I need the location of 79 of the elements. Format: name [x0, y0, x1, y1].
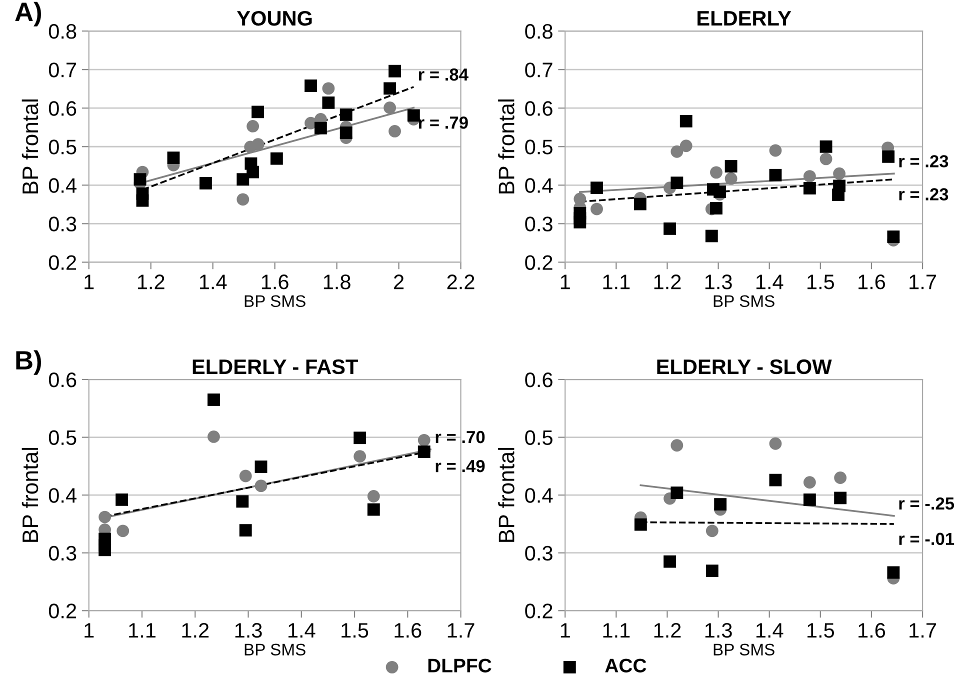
y-tick-label: 0.7: [525, 62, 552, 78]
x-tick-label: 1.7: [910, 274, 936, 290]
legend-label: DLPFC: [428, 658, 492, 672]
annotation: r = .23: [899, 188, 948, 200]
y-tick-label: 0.4: [48, 488, 76, 503]
y-axis-title: BP frontal: [22, 448, 38, 542]
y-tick-label: 0.7: [48, 62, 76, 78]
y-tick-label: 0.4: [525, 178, 553, 193]
y-tick-label: 0.2: [48, 604, 76, 618]
x-tick-label: 1.7: [448, 623, 474, 638]
y-tick-label: 0.4: [48, 178, 76, 193]
x-tick-label: 1.3: [705, 274, 732, 290]
x-tick-label: 1.3: [235, 623, 262, 638]
y-tick-label: 0.2: [525, 255, 552, 270]
x-tick-label: 1.4: [756, 274, 784, 290]
chart-title: YOUNG: [236, 10, 312, 26]
x-tick-label: 1.2: [138, 274, 164, 290]
y-tick-label: 0.3: [525, 546, 552, 561]
y-tick-label: 0.6: [525, 101, 552, 116]
y-axis-title: BP frontal: [498, 448, 514, 542]
x-axis-title: BP SMS: [244, 295, 306, 308]
chart-title: ELDERLY: [698, 11, 792, 26]
y-tick-label: 0.5: [48, 430, 76, 446]
x-tick-label: 1.5: [808, 623, 834, 638]
y-tick-label: 0.2: [525, 604, 552, 618]
x-tick-label: 1: [560, 274, 570, 290]
x-tick-label: 1.1: [603, 274, 630, 290]
y-tick-label: 0.6: [48, 372, 76, 388]
x-tick-label: 2.2: [447, 274, 474, 290]
chart-title: ELDERLY - SLOW: [657, 359, 832, 374]
y-axis-title: BP frontal: [498, 100, 514, 194]
x-tick-label: 1.4: [200, 274, 227, 290]
x-tick-label: 1.4: [288, 623, 316, 638]
annotation: r = -.25: [899, 497, 954, 510]
y-tick-label: 0.6: [48, 101, 76, 116]
x-tick-label: 1: [560, 623, 570, 638]
y-tick-label: 0.8: [525, 24, 552, 39]
x-tick-label: 1.2: [654, 623, 681, 638]
legend-label: ACC: [605, 658, 646, 672]
x-tick-label: 1.7: [910, 623, 936, 638]
y-tick-label: 0.4: [525, 488, 553, 503]
y-tick-label: 0.8: [48, 24, 76, 39]
text: B): [16, 350, 42, 375]
x-tick-label: 1.5: [342, 623, 368, 638]
x-tick-label: 1.6: [858, 623, 886, 638]
x-tick-label: 1: [84, 623, 94, 638]
y-tick-label: 0.3: [48, 546, 76, 561]
x-tick-label: 1: [84, 274, 94, 290]
x-tick-label: 1.6: [394, 623, 422, 638]
x-tick-label: 1.1: [129, 623, 156, 638]
x-tick-label: 1.5: [808, 274, 834, 290]
x-axis-title: BP SMS: [244, 644, 306, 656]
annotation: r = .23: [899, 155, 948, 168]
x-tick-label: 1.2: [654, 274, 681, 290]
y-axis-title: BP frontal: [22, 100, 38, 194]
y-tick-label: 0.5: [525, 140, 552, 154]
annotation: r = .70: [436, 430, 485, 444]
x-tick-label: 1.2: [182, 623, 209, 638]
y-tick-label: 0.3: [48, 216, 76, 232]
chart-title: ELDERLY - FAST: [192, 359, 358, 374]
y-tick-label: 0.6: [525, 372, 552, 388]
text: A): [15, 2, 42, 26]
annotation: r = .49: [436, 460, 485, 472]
x-tick-label: 1.6: [858, 274, 886, 290]
y-tick-label: 0.3: [525, 216, 552, 232]
y-tick-label: 0.5: [48, 140, 76, 154]
x-tick-label: 1.1: [603, 623, 630, 638]
x-tick-label: 1.6: [262, 274, 288, 290]
x-axis-title: BP SMS: [714, 644, 774, 656]
y-tick-label: 0.5: [525, 430, 552, 446]
annotation: r = -.01: [899, 532, 954, 546]
annotation: r = .79: [418, 116, 468, 129]
annotation: r = .84: [418, 68, 468, 81]
x-tick-label: 1.3: [705, 623, 732, 638]
x-tick-label: 1.4: [756, 623, 784, 638]
y-tick-label: 0.2: [48, 255, 76, 270]
x-tick-label: 2: [394, 274, 404, 290]
x-tick-label: 1.8: [324, 274, 350, 290]
x-axis-title: BP SMS: [714, 295, 774, 308]
